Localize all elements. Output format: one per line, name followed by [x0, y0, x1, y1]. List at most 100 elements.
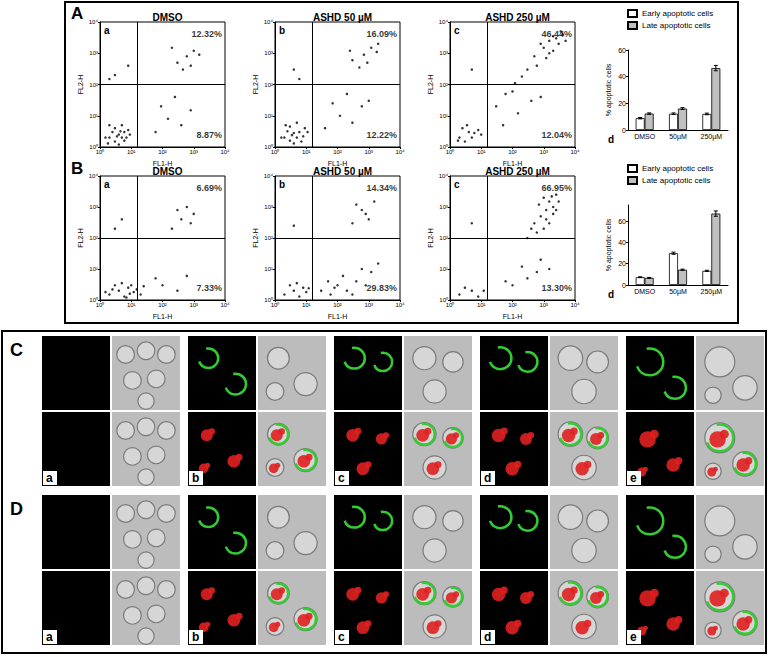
svg-text:12.04%: 12.04% [541, 130, 572, 140]
svg-text:10⁴: 10⁴ [439, 19, 449, 25]
svg-text:FL2-H: FL2-H [427, 228, 434, 247]
svg-text:10⁰: 10⁰ [271, 301, 280, 308]
svg-text:10²: 10² [89, 235, 98, 241]
svg-text:Early apoptotic cells: Early apoptotic cells [642, 9, 713, 18]
svg-text:FL2-H: FL2-H [77, 228, 84, 247]
svg-text:b: b [192, 471, 199, 485]
svg-text:20: 20 [618, 100, 626, 107]
svg-text:10⁴: 10⁴ [570, 302, 580, 308]
svg-text:c: c [338, 471, 345, 485]
svg-text:10⁰: 10⁰ [96, 148, 105, 155]
svg-text:e: e [630, 471, 637, 485]
svg-text:50µM: 50µM [669, 133, 687, 141]
svg-text:10⁴: 10⁴ [89, 19, 99, 25]
svg-text:10⁴: 10⁴ [395, 149, 405, 155]
svg-text:10⁴: 10⁴ [89, 173, 99, 179]
svg-text:10³: 10³ [89, 50, 98, 56]
svg-text:FL2-H: FL2-H [77, 75, 84, 94]
svg-text:d: d [484, 630, 491, 644]
svg-text:b: b [279, 25, 285, 36]
svg-text:d: d [608, 134, 614, 145]
svg-text:10³: 10³ [539, 149, 548, 155]
svg-text:a: a [46, 630, 53, 644]
svg-text:40: 40 [618, 73, 626, 80]
svg-text:c: c [338, 630, 345, 644]
svg-text:10¹: 10¹ [264, 113, 273, 119]
svg-text:DMSO: DMSO [634, 288, 656, 295]
svg-text:10⁴: 10⁴ [439, 173, 449, 179]
svg-text:60: 60 [618, 218, 626, 225]
svg-text:DMSO: DMSO [153, 12, 183, 23]
svg-text:FL2-H: FL2-H [252, 228, 259, 247]
svg-text:% apoptotic cells: % apoptotic cells [605, 63, 613, 116]
svg-text:12.32%: 12.32% [191, 29, 222, 39]
svg-text:8.87%: 8.87% [196, 130, 222, 140]
svg-text:10²: 10² [439, 235, 448, 241]
svg-text:c: c [454, 25, 460, 36]
svg-text:10¹: 10¹ [302, 302, 311, 308]
svg-text:e: e [630, 630, 637, 644]
svg-text:29.83%: 29.83% [366, 283, 397, 293]
svg-text:FL1-H: FL1-H [503, 313, 522, 320]
svg-text:10²: 10² [333, 149, 342, 155]
svg-text:10⁴: 10⁴ [264, 19, 274, 25]
svg-text:10⁰: 10⁰ [446, 301, 455, 308]
svg-text:10³: 10³ [539, 302, 548, 308]
svg-text:Early apoptotic cells: Early apoptotic cells [642, 164, 713, 173]
svg-text:d: d [484, 471, 491, 485]
svg-text:10¹: 10¹ [264, 266, 273, 272]
svg-text:D: D [10, 499, 23, 519]
svg-text:10¹: 10¹ [439, 266, 448, 272]
svg-text:10²: 10² [508, 302, 517, 308]
svg-text:66.95%: 66.95% [541, 183, 572, 193]
svg-text:10⁰: 10⁰ [96, 301, 105, 308]
svg-text:a: a [104, 25, 110, 36]
svg-text:10³: 10³ [264, 50, 273, 56]
svg-text:10¹: 10¹ [89, 113, 98, 119]
svg-text:10³: 10³ [439, 204, 448, 210]
svg-text:10³: 10³ [439, 50, 448, 56]
svg-text:10⁴: 10⁴ [264, 173, 274, 179]
svg-text:50µM: 50µM [669, 288, 687, 296]
svg-text:FL2-H: FL2-H [252, 75, 259, 94]
svg-text:10¹: 10¹ [89, 266, 98, 272]
svg-text:10²: 10² [508, 149, 517, 155]
svg-text:ASHD 50 µM: ASHD 50 µM [313, 12, 372, 23]
svg-text:10²: 10² [264, 235, 273, 241]
svg-text:6.69%: 6.69% [196, 183, 222, 193]
svg-text:10³: 10³ [189, 149, 198, 155]
svg-text:d: d [608, 289, 614, 300]
svg-text:FL2-H: FL2-H [427, 75, 434, 94]
svg-text:10³: 10³ [264, 204, 273, 210]
svg-text:10¹: 10¹ [477, 149, 486, 155]
svg-text:b: b [279, 179, 285, 190]
svg-text:10²: 10² [333, 302, 342, 308]
svg-text:10¹: 10¹ [439, 113, 448, 119]
svg-text:0: 0 [622, 282, 626, 289]
svg-text:16.09%: 16.09% [366, 29, 397, 39]
svg-text:DMSO: DMSO [153, 166, 183, 177]
svg-text:10²: 10² [439, 82, 448, 88]
svg-text:46.44%: 46.44% [541, 29, 572, 39]
svg-text:DMSO: DMSO [634, 133, 656, 140]
svg-text:C: C [10, 340, 23, 360]
svg-text:10²: 10² [264, 82, 273, 88]
svg-text:10²: 10² [158, 302, 167, 308]
svg-text:10⁴: 10⁴ [570, 149, 580, 155]
svg-text:10³: 10³ [364, 302, 373, 308]
svg-text:10⁴: 10⁴ [220, 302, 230, 308]
svg-text:b: b [192, 630, 199, 644]
svg-text:Late apoptotic cells: Late apoptotic cells [642, 21, 711, 30]
svg-text:ASHD 50 µM: ASHD 50 µM [313, 166, 372, 177]
svg-text:10⁴: 10⁴ [220, 149, 230, 155]
svg-text:Late apoptotic cells: Late apoptotic cells [642, 176, 711, 185]
svg-text:10³: 10³ [189, 302, 198, 308]
svg-text:ASHD 250 µM: ASHD 250 µM [485, 166, 550, 177]
svg-text:a: a [46, 471, 53, 485]
svg-text:12.22%: 12.22% [366, 130, 397, 140]
svg-text:13.30%: 13.30% [541, 283, 572, 293]
svg-text:10⁰: 10⁰ [446, 148, 455, 155]
svg-text:0: 0 [622, 127, 626, 134]
svg-text:a: a [104, 179, 110, 190]
svg-text:c: c [454, 179, 460, 190]
